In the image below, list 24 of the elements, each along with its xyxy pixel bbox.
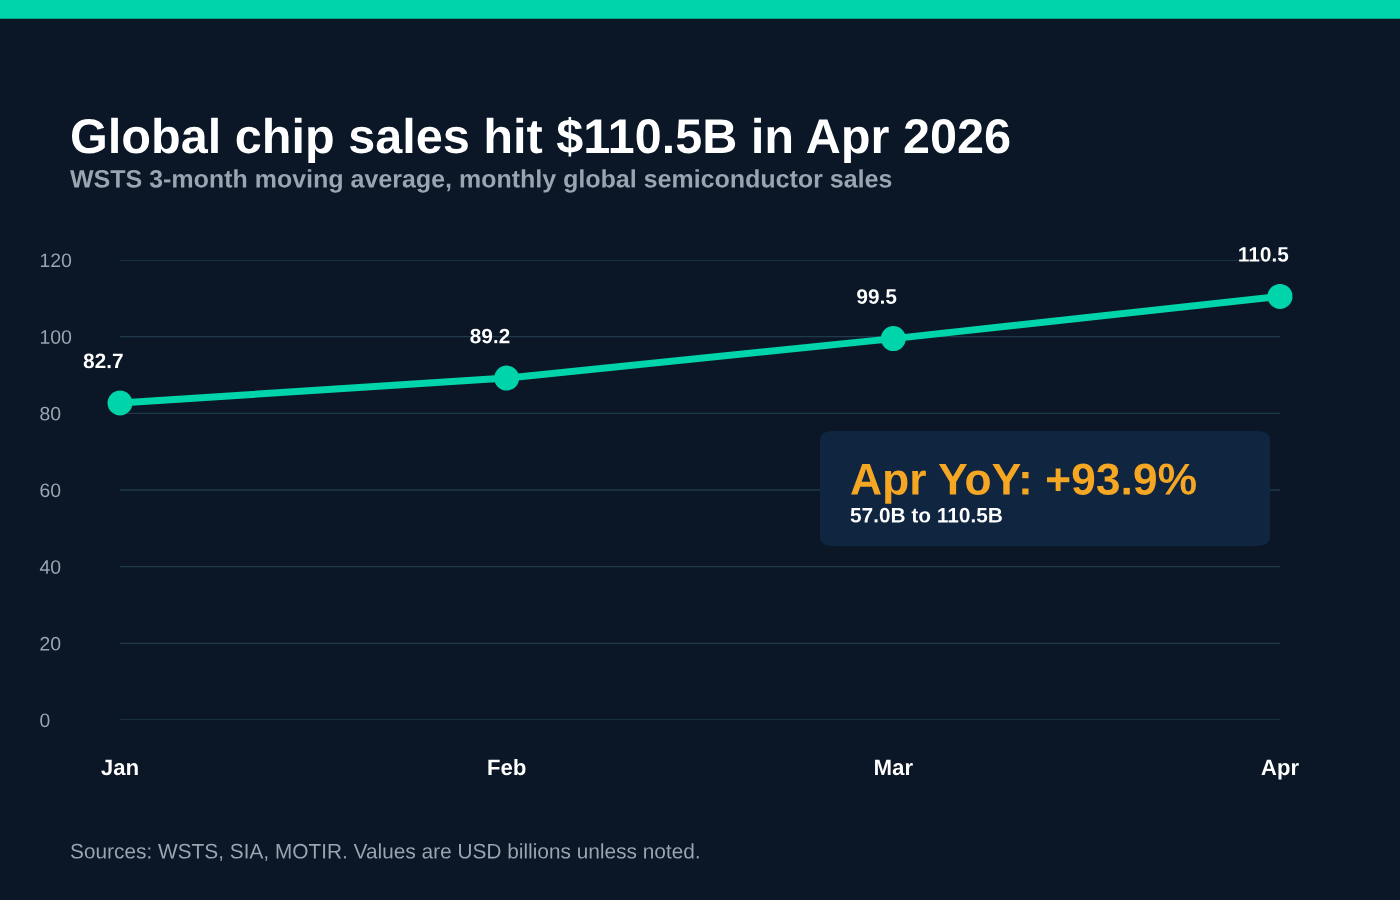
y-tick-label: 60 (40, 483, 61, 498)
y-tick-label: 100 (40, 330, 72, 344)
x-tick-label: Feb (488, 758, 526, 776)
point (107, 390, 133, 416)
data-label: 89.2 (470, 328, 510, 344)
x-tick-label: Mar (875, 759, 913, 776)
data-label: 82.7 (83, 353, 123, 369)
annotation: Apr YoY: +93.9% (851, 463, 1196, 504)
y-tick-label: 80 (40, 406, 61, 421)
point (494, 365, 520, 391)
y-tick-label: 120 (40, 253, 72, 268)
y-tick-label: 40 (39, 560, 61, 574)
x-tick-label: Jan (101, 759, 138, 776)
x-tick-label: Apr (1261, 759, 1299, 780)
y-tick-label: 20 (40, 636, 61, 651)
y-tick-label: 0 (40, 713, 50, 728)
point (1267, 283, 1293, 309)
source-note: Sources: WSTS, SIA, MOTIR. Values are USD billions unless noted. (70, 843, 699, 862)
data-label: 99.5 (857, 289, 897, 304)
annotation: 57.0B to 110.5B (850, 507, 1002, 523)
point (880, 326, 906, 352)
chart-title: Global chip sales hit $110.5B in Apr 2026 (72, 116, 1010, 164)
data-label: 110.5 (1239, 246, 1289, 262)
chart-subtitle: WSTS 3-month moving average, monthly global semiconductor sales (70, 169, 892, 193)
